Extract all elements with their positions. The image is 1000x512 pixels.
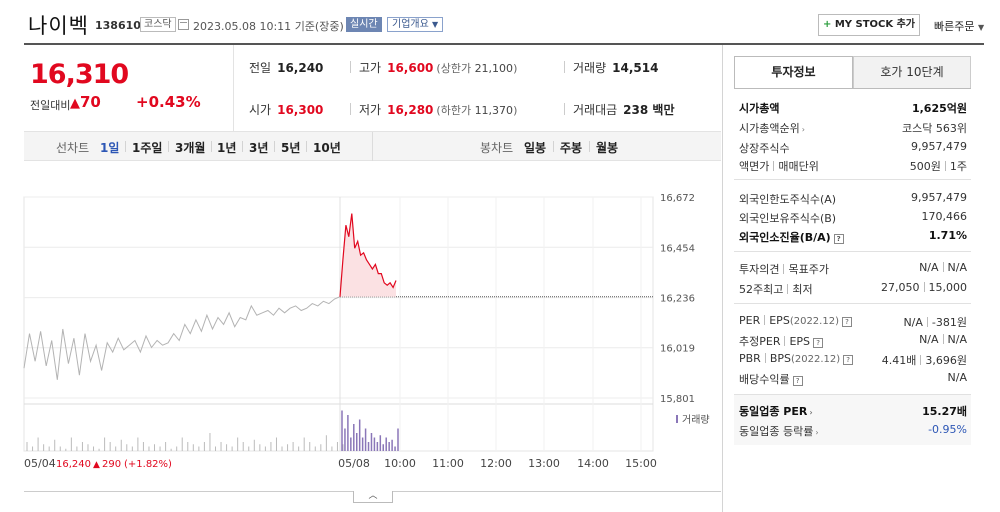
mystock-add-button[interactable]: + MY STOCK 추가 — [818, 14, 920, 36]
investment-panel: 투자정보 호가 10단계 시가총액 1,625억원 시가총액순위 › 코스닥 563위… — [722, 45, 1000, 512]
diff-label: 전일대비 — [30, 99, 71, 112]
quote-amount: 거래대금 238 백만 — [573, 103, 675, 117]
price-chart[interactable]: 16,672 16,454 16,236 16,019 15,801 05/04 05/0… — [0, 161, 722, 491]
chevron-right-icon: › — [815, 428, 819, 437]
industry-rate-row[interactable]: 동일업종 등락률 › -0.95% — [739, 423, 967, 438]
opinion-row: 투자의견 목표주가 N/A N/A — [739, 261, 967, 276]
x-tick-label: 05/08 — [338, 457, 370, 470]
tab-3m[interactable]: 3개월 — [175, 141, 206, 155]
header-divider — [24, 43, 984, 45]
x-tick-label: 05/04 — [24, 457, 56, 470]
candle-chart-label: 봉차트 — [480, 141, 514, 155]
est-per-row: 추정PER EPS? N/A N/A — [739, 333, 967, 348]
chart-period-tabs: 선차트 1일 1주일 3개월 1년 3년 5년 10년 봉차트 일봉 주봉 월봉 — [24, 131, 721, 161]
per-eps-row: PER EPS(2022.12)? N/A -381원 — [739, 314, 967, 329]
x-tick-label: 15:00 — [625, 457, 657, 470]
chart-svg[interactable]: 16,672 16,454 16,236 16,019 15,801 05/04 05/0… — [0, 161, 722, 491]
y-tick-label: 16,236 — [660, 294, 695, 305]
quick-order-button[interactable]: 빠른주문 ▼ — [934, 20, 985, 33]
quote-volume: 거래량 14,514 — [573, 61, 659, 75]
market-badge: 코스닥 — [140, 17, 176, 32]
tab-weekly-candle[interactable]: 주봉 — [560, 141, 583, 155]
x-tick-label: 13:00 — [528, 457, 560, 470]
quote-datetime: 2023.05.08 10:11 기준(장중) — [193, 20, 344, 33]
plot-area — [23, 196, 654, 452]
calendar-icon — [178, 19, 189, 30]
stock-code: 138610 — [95, 19, 141, 32]
current-price: 16,310 — [30, 59, 129, 90]
help-icon[interactable]: ? — [813, 338, 824, 348]
stock-name: 나이벡 — [28, 14, 89, 38]
help-icon[interactable]: ? — [841, 317, 852, 327]
up-triangle-icon: ▲ — [93, 460, 100, 470]
help-icon[interactable]: ? — [833, 234, 844, 244]
week52-row: 52주최고 최저 27,050 15,000 — [739, 281, 967, 296]
up-triangle-icon: ▲ — [70, 96, 80, 111]
chevron-down-icon: ▼ — [432, 20, 439, 29]
foreign-rate-row: 외국인소진율(B/A)? 1.71% — [739, 229, 967, 244]
volume-legend: 거래량 — [682, 414, 710, 426]
tab-3y[interactable]: 3년 — [249, 141, 269, 155]
tab-1y[interactable]: 1년 — [217, 141, 237, 155]
help-icon[interactable]: ? — [843, 355, 854, 365]
tabs-divider — [372, 132, 373, 161]
dividend-row: 배당수익률? N/A — [739, 371, 967, 386]
price-rate: +0.43% — [136, 93, 201, 111]
expand-chart-button[interactable]: ︿ — [353, 491, 393, 503]
shares-row: 상장주식수 9,957,479 — [739, 140, 967, 155]
y-tick-label: 16,454 — [660, 243, 695, 254]
market-cap-row: 시가총액 1,625억원 — [739, 102, 967, 115]
y-tick-label: 15,801 — [660, 394, 695, 405]
prev-day-diff: 290 — [102, 459, 121, 470]
x-tick-label: 10:00 — [384, 457, 416, 470]
prev-day-info: 16,240 ▲ 290 (+1.82%) — [56, 459, 172, 470]
realtime-badge[interactable]: 실시간 — [346, 17, 382, 32]
x-tick-label: 12:00 — [480, 457, 512, 470]
quote-prev: 전일 16,240 — [249, 61, 324, 75]
foreign-limit-row: 외국인한도주식수(A) 9,957,479 — [739, 191, 967, 206]
tab-1w[interactable]: 1주일 — [132, 141, 163, 155]
tab-monthly-candle[interactable]: 월봉 — [596, 141, 619, 155]
prev-day-rate: (+1.82%) — [124, 459, 172, 470]
foreign-hold-row: 외국인보유주식수(B) 170,466 — [739, 210, 967, 225]
prev-day-close: 16,240 — [56, 459, 91, 470]
x-tick-label: 14:00 — [577, 457, 609, 470]
tab-1d[interactable]: 1일 — [100, 141, 120, 155]
tab-5y[interactable]: 5년 — [281, 141, 301, 155]
plus-icon: + — [822, 19, 832, 30]
tab-daily-candle[interactable]: 일봉 — [524, 141, 547, 155]
chevron-right-icon: › — [801, 125, 805, 134]
y-tick-label: 16,672 — [660, 193, 695, 204]
x-tick-label: 11:00 — [432, 457, 464, 470]
price-diff: ▲70 — [70, 93, 101, 111]
quote-low: 저가 16,280 (하한가 11,370) — [359, 103, 518, 117]
today-line — [339, 213, 397, 297]
chevron-right-icon: › — [809, 408, 813, 417]
help-icon[interactable]: ? — [792, 376, 803, 386]
quote-summary: 전일 16,240 고가 16,600 (상한가 21,100) 거래량 14,514 … — [235, 45, 721, 131]
line-chart-label: 선차트 — [56, 141, 90, 155]
par-unit-row: 액면가 매매단위 500원 1주 — [739, 160, 967, 173]
quote-high: 고가 16,600 (상한가 21,100) — [359, 61, 518, 75]
current-price-box: 16,310 전일대비 ▲70 +0.43% — [24, 45, 234, 131]
y-tick-label: 16,019 — [660, 344, 695, 355]
chevron-up-icon: ︿ — [368, 491, 378, 501]
tab-investment-info[interactable]: 투자정보 — [734, 56, 853, 89]
tab-orderbook[interactable]: 호가 10단계 — [853, 56, 971, 89]
quote-open: 시가 16,300 — [249, 103, 324, 117]
prev-day-line — [23, 296, 341, 380]
industry-per-row[interactable]: 동일업종 PER › 15.27배 — [739, 405, 967, 418]
tab-10y[interactable]: 10년 — [313, 141, 341, 155]
volume-legend-swatch — [676, 415, 678, 423]
stock-header: 나이벡 138610 코스닥 2023.05.08 10:11 기준(장중) 실… — [0, 0, 1000, 46]
corp-info-button[interactable]: 기업개요 ▼ — [387, 17, 444, 32]
pbr-bps-row: PBR BPS(2022.12)? 4.41배 3,696원 — [739, 352, 967, 367]
chevron-down-icon: ▼ — [977, 23, 985, 32]
cap-rank-row[interactable]: 시가총액순위 › 코스닥 563위 — [739, 122, 967, 135]
